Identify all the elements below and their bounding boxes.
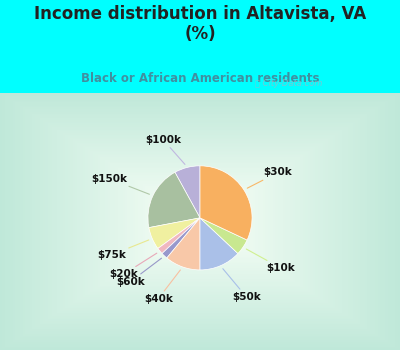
Bar: [30, 112, 370, 331]
Bar: [95, 154, 305, 289]
Bar: [45, 122, 355, 321]
Bar: [22, 107, 378, 336]
Bar: [118, 168, 282, 274]
Bar: [85, 147, 315, 295]
Bar: [88, 149, 312, 294]
Text: $20k: $20k: [109, 253, 157, 279]
Bar: [122, 172, 278, 271]
Text: $100k: $100k: [145, 135, 185, 164]
Bar: [55, 128, 345, 315]
Bar: [112, 165, 288, 278]
Wedge shape: [158, 218, 200, 253]
Bar: [75, 141, 325, 302]
Bar: [148, 188, 252, 255]
Text: $10k: $10k: [246, 249, 296, 273]
Text: $75k: $75k: [97, 240, 149, 260]
Bar: [78, 142, 322, 300]
Bar: [70, 138, 330, 305]
Bar: [198, 220, 202, 223]
Bar: [58, 130, 342, 313]
Bar: [145, 186, 255, 257]
Bar: [170, 202, 230, 241]
Bar: [152, 191, 248, 252]
Text: Income distribution in Altavista, VA
(%): Income distribution in Altavista, VA (%): [34, 5, 366, 43]
Bar: [160, 196, 240, 247]
Bar: [52, 126, 348, 316]
Bar: [150, 189, 250, 253]
Bar: [42, 120, 358, 323]
Bar: [178, 207, 222, 236]
Bar: [115, 167, 285, 276]
Bar: [98, 155, 302, 287]
Wedge shape: [148, 172, 200, 228]
Bar: [140, 183, 260, 260]
Bar: [192, 217, 208, 226]
Bar: [102, 159, 298, 284]
Wedge shape: [175, 166, 200, 218]
Bar: [60, 131, 340, 312]
Bar: [32, 114, 368, 329]
Bar: [158, 194, 242, 249]
Bar: [175, 205, 225, 237]
Bar: [172, 204, 228, 239]
Bar: [50, 125, 350, 318]
Bar: [65, 134, 335, 308]
Wedge shape: [200, 218, 238, 270]
Bar: [120, 170, 280, 273]
Text: $50k: $50k: [223, 269, 261, 302]
Bar: [100, 157, 300, 286]
Bar: [195, 218, 205, 225]
Text: ⓘ City-Data.com: ⓘ City-Data.com: [255, 79, 323, 88]
Text: $60k: $60k: [116, 258, 162, 287]
Bar: [168, 201, 232, 242]
Bar: [130, 176, 270, 266]
Bar: [25, 109, 375, 334]
Bar: [135, 180, 265, 263]
Bar: [48, 123, 352, 320]
Bar: [35, 115, 365, 328]
Bar: [62, 133, 338, 310]
Bar: [125, 173, 275, 270]
Bar: [162, 197, 238, 245]
Bar: [105, 160, 295, 282]
Text: $40k: $40k: [144, 270, 180, 304]
Text: $150k: $150k: [91, 174, 150, 194]
Wedge shape: [149, 218, 200, 248]
Bar: [72, 139, 328, 303]
Bar: [28, 111, 372, 332]
Wedge shape: [162, 218, 200, 258]
Bar: [188, 214, 212, 229]
Bar: [38, 117, 362, 326]
Wedge shape: [200, 218, 247, 253]
Bar: [40, 118, 360, 324]
Wedge shape: [167, 218, 200, 270]
Bar: [190, 215, 210, 228]
Bar: [108, 162, 292, 281]
Bar: [165, 199, 235, 244]
Bar: [110, 163, 290, 279]
Wedge shape: [200, 166, 252, 240]
Bar: [80, 144, 320, 299]
Bar: [92, 152, 308, 290]
Bar: [132, 178, 268, 265]
Bar: [182, 210, 218, 233]
Text: $30k: $30k: [247, 167, 292, 188]
Bar: [155, 193, 245, 250]
Bar: [138, 181, 262, 261]
Bar: [82, 146, 318, 297]
Text: Black or African American residents: Black or African American residents: [81, 72, 319, 85]
Bar: [180, 209, 220, 234]
Bar: [142, 184, 258, 258]
Bar: [68, 136, 332, 307]
Bar: [185, 212, 215, 231]
Bar: [90, 150, 310, 292]
Bar: [128, 175, 272, 268]
